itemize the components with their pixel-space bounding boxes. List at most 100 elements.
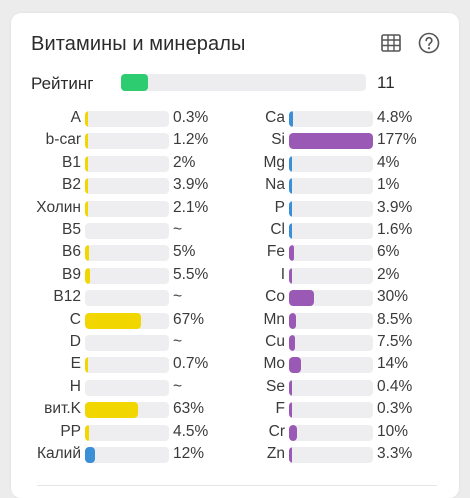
nutrient-row: F 0.3%	[231, 399, 431, 421]
nutrient-value: 5%	[173, 243, 196, 261]
nutrient-row: Si 177%	[231, 130, 431, 152]
nutrient-label: Co	[265, 288, 285, 306]
nutrient-label: Ca	[265, 109, 285, 126]
nutrient-row: B2 3.9%	[11, 175, 211, 197]
nutrient-bar-fill	[85, 424, 89, 441]
nutrient-bar	[85, 267, 169, 284]
nutrient-bar-fill	[85, 155, 88, 172]
nutrient-value: 4.5%	[173, 422, 209, 440]
nutrient-row: Калий 12%	[11, 444, 211, 466]
nutrient-label: Na	[265, 176, 285, 194]
nutrient-row: B12 ~	[11, 287, 211, 309]
nutrient-bar	[289, 133, 373, 150]
nutrient-bar	[85, 111, 169, 127]
table-icon[interactable]	[379, 31, 403, 55]
nutrient-row: A 0.3%	[11, 108, 211, 130]
nutrient-value: 1.2%	[173, 131, 209, 149]
nutrient-bar-fill	[289, 424, 298, 441]
nutrient-value: ~	[173, 288, 183, 306]
nutrient-bar-fill	[289, 312, 297, 329]
nutrient-label: Калий	[36, 445, 81, 462]
help-circle-icon[interactable]	[417, 31, 441, 55]
nutrient-row: B5 ~	[11, 220, 211, 242]
nutrient-label: вит.K	[44, 400, 81, 418]
nutrient-bar	[85, 200, 169, 217]
nutrient-bar	[289, 402, 373, 419]
nutrient-bar-fill	[85, 133, 88, 150]
nutrient-label: B5	[62, 221, 81, 238]
nutrient-value: 0.7%	[173, 355, 209, 373]
nutrient-label: B6	[62, 243, 81, 261]
nutrient-bar	[289, 178, 373, 195]
nutrient-bar-fill	[289, 133, 373, 150]
nutrient-bar-fill	[289, 357, 301, 374]
nutrient-label: B12	[53, 288, 81, 306]
nutrient-label: E	[70, 355, 81, 373]
nutrient-row: Mn 8.5%	[231, 310, 431, 332]
nutrient-bar-fill	[289, 290, 315, 307]
nutrient-value: ~	[173, 333, 183, 350]
nutrient-bar	[289, 223, 373, 239]
nutrient-bar	[85, 290, 169, 307]
nutrient-label: F	[275, 400, 285, 418]
nutrient-label: Mn	[263, 310, 285, 328]
nutrient-bar-fill	[289, 155, 293, 172]
nutrient-label: Zn	[266, 445, 285, 462]
nutrient-bar	[289, 335, 373, 351]
nutrient-label: Cu	[265, 333, 285, 350]
nutrient-row: H ~	[11, 377, 211, 399]
nutrient-label: Холин	[36, 198, 81, 216]
nutrient-value: 3.9%	[377, 198, 413, 216]
card-title: Витамины и минералы	[31, 33, 246, 55]
nutrient-bar	[289, 312, 373, 329]
nutrient-label: Mo	[263, 355, 285, 373]
nutrient-label: B2	[62, 176, 81, 194]
nutrient-row: Na 1%	[231, 175, 431, 197]
nutrient-bar	[289, 379, 373, 396]
nutrient-value: 7.5%	[377, 333, 413, 350]
nutrient-label: B1	[62, 153, 81, 171]
nutrient-value: 4%	[377, 153, 400, 171]
nutrient-bar	[85, 357, 169, 374]
nutrient-row: Se 0.4%	[231, 377, 431, 399]
nutrient-label: P	[274, 198, 285, 216]
nutrient-row: P 3.9%	[231, 198, 431, 220]
nutrient-value: 1%	[377, 176, 400, 194]
nutrient-value: 4.8%	[377, 109, 413, 126]
nutrient-row: Cl 1.6%	[231, 220, 431, 242]
nutrient-row: I 2%	[231, 265, 431, 287]
nutrient-bar	[289, 424, 373, 441]
rating-bar-fill	[121, 74, 148, 91]
nutrient-row: Cr 10%	[231, 422, 431, 444]
nutrient-bar	[85, 133, 169, 150]
nutrient-value: 5.5%	[173, 265, 209, 283]
nutrient-row: Co 30%	[231, 287, 431, 309]
nutrient-value: 0.4%	[377, 377, 413, 395]
nutrient-row: Mg 4%	[231, 153, 431, 175]
nutrient-bar-fill	[85, 312, 142, 329]
nutrient-label: Fe	[266, 243, 285, 261]
nutrient-bar	[85, 447, 169, 463]
nutrient-bar-fill	[289, 402, 292, 419]
nutrient-bar	[289, 111, 373, 127]
nutrient-label: Se	[266, 377, 285, 395]
vitamins-minerals-card: Витамины и минералы Рейтинг 11 A 0.3% b-ca…	[11, 13, 459, 498]
nutrient-bar-fill	[289, 200, 293, 217]
nutrient-value: 0.3%	[173, 109, 209, 126]
nutrient-label: C	[69, 310, 81, 328]
nutrient-bar-fill	[85, 178, 89, 195]
nutrient-row: Холин 2.1%	[11, 198, 211, 220]
nutrient-bar	[289, 290, 373, 307]
nutrient-bar	[85, 178, 169, 195]
nutrient-label: Cr	[268, 422, 285, 440]
nutrient-bar	[85, 402, 169, 419]
nutrient-bar	[85, 424, 169, 441]
nutrient-value: 177%	[377, 131, 417, 149]
nutrient-value: 6%	[377, 243, 400, 261]
nutrient-value: 2%	[173, 153, 196, 171]
nutrient-value: 30%	[377, 288, 409, 306]
nutrient-bar	[289, 155, 373, 172]
nutrient-row: D ~	[11, 332, 211, 354]
nutrient-bar	[85, 223, 169, 239]
nutrient-row: B9 5.5%	[11, 265, 211, 287]
